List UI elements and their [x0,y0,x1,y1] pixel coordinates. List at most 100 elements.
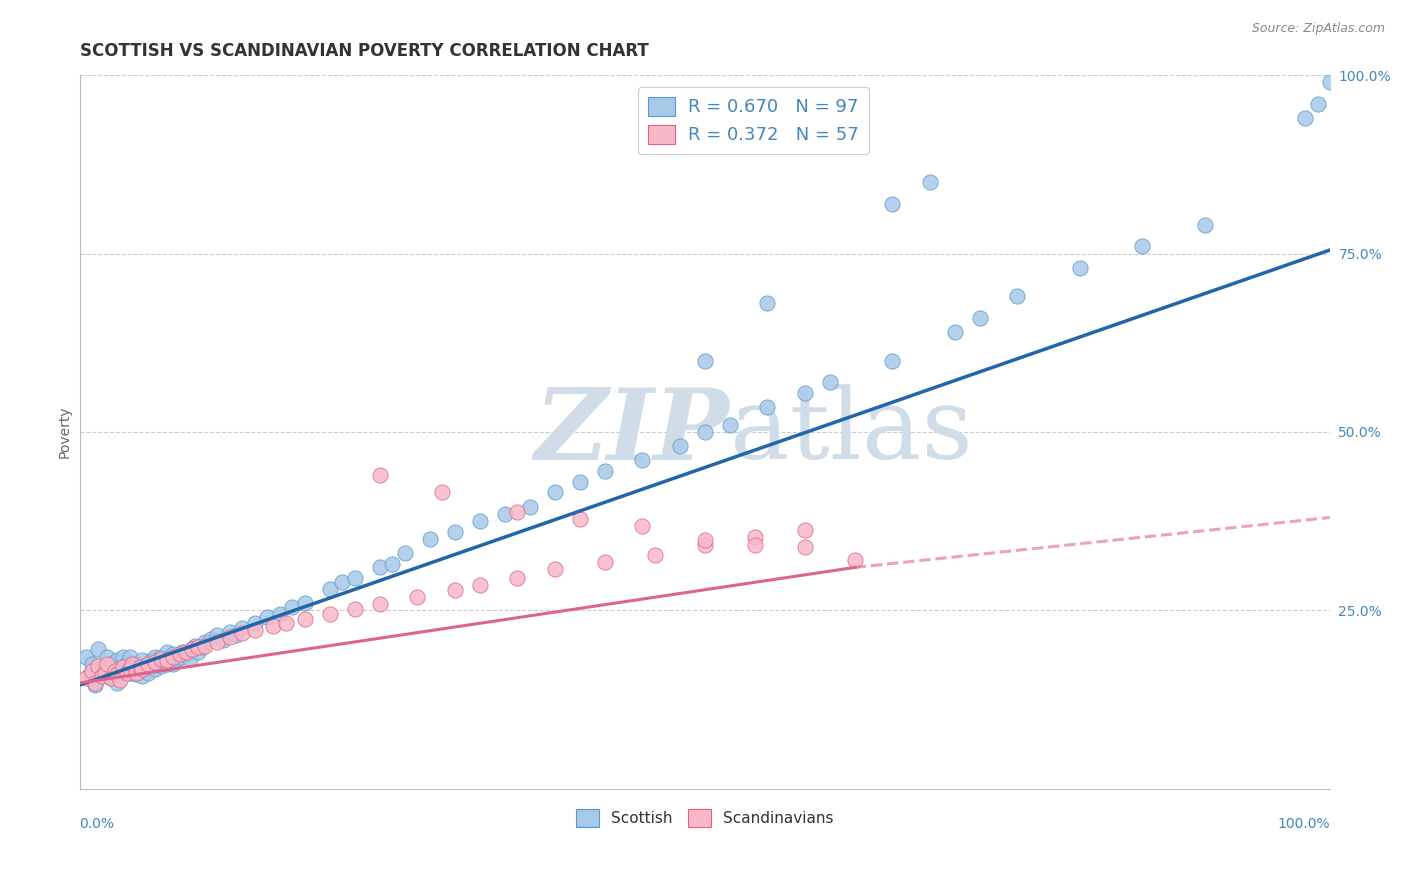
Point [125,657,148,671]
Point [100,671,122,685]
Point [100,671,122,685]
Point [506,571,529,585]
Point [108,660,131,674]
Point [330,574,353,589]
Point [96,657,118,671]
Point [231,621,253,635]
Point [430,485,453,500]
Point [87,642,110,657]
Point [112,660,135,674]
Point [793,524,815,538]
Point [162,657,184,671]
Point [294,612,316,626]
Point [149,651,172,665]
Point [118,649,141,664]
Point [125,667,148,681]
Point [83,678,105,692]
Legend: Scottish, Scandinavians: Scottish, Scandinavians [568,802,841,834]
Point [368,560,391,574]
Point [187,644,209,658]
Point [394,546,416,560]
Y-axis label: Poverty: Poverty [58,406,72,458]
Point [105,676,128,690]
Point [468,578,491,592]
Point [103,665,125,680]
Point [87,662,110,676]
Point [631,453,654,467]
Point [756,296,779,310]
Point [131,669,153,683]
Point [108,673,131,687]
Point [112,649,135,664]
Point [544,562,567,576]
Point [105,653,128,667]
Point [1194,218,1216,232]
Point [882,353,904,368]
Point [343,571,366,585]
Point [668,439,690,453]
Point [568,475,591,489]
Point [882,196,904,211]
Point [149,649,172,664]
Point [115,657,138,671]
Point [818,375,841,389]
Point [506,505,529,519]
Point [1294,111,1316,125]
Point [419,532,441,546]
Point [644,548,666,562]
Point [131,653,153,667]
Point [156,657,179,671]
Point [162,648,184,662]
Point [568,512,591,526]
Point [181,642,204,657]
Point [593,555,616,569]
Point [231,626,253,640]
Point [183,639,205,653]
Point [179,651,201,665]
Point [103,664,125,678]
Point [170,644,193,658]
Point [225,628,247,642]
Point [93,658,115,673]
Point [519,500,541,514]
Point [153,655,176,669]
Point [693,425,716,439]
Text: 0.0%: 0.0% [80,817,114,831]
Point [100,657,122,671]
Point [744,531,766,545]
Point [218,630,240,644]
Point [205,635,228,649]
Point [218,624,240,639]
Point [193,635,215,649]
Point [744,538,766,552]
Point [368,467,391,482]
Point [844,553,866,567]
Point [128,660,150,674]
Point [243,623,266,637]
Point [121,658,143,673]
Point [494,507,516,521]
Point [443,524,465,539]
Point [79,667,101,681]
Point [181,642,204,657]
Point [200,632,222,646]
Point [318,582,340,596]
Point [162,649,184,664]
Point [136,665,159,680]
Point [793,541,815,555]
Text: 100.0%: 100.0% [1278,817,1330,831]
Point [75,649,97,664]
Point [146,657,169,671]
Point [969,310,991,325]
Point [1306,96,1329,111]
Point [274,615,297,630]
Point [93,665,115,680]
Point [262,619,284,633]
Point [75,671,97,685]
Point [191,640,214,655]
Point [468,514,491,528]
Point [80,664,103,678]
Point [136,657,159,671]
Point [121,657,143,671]
Point [406,591,429,605]
